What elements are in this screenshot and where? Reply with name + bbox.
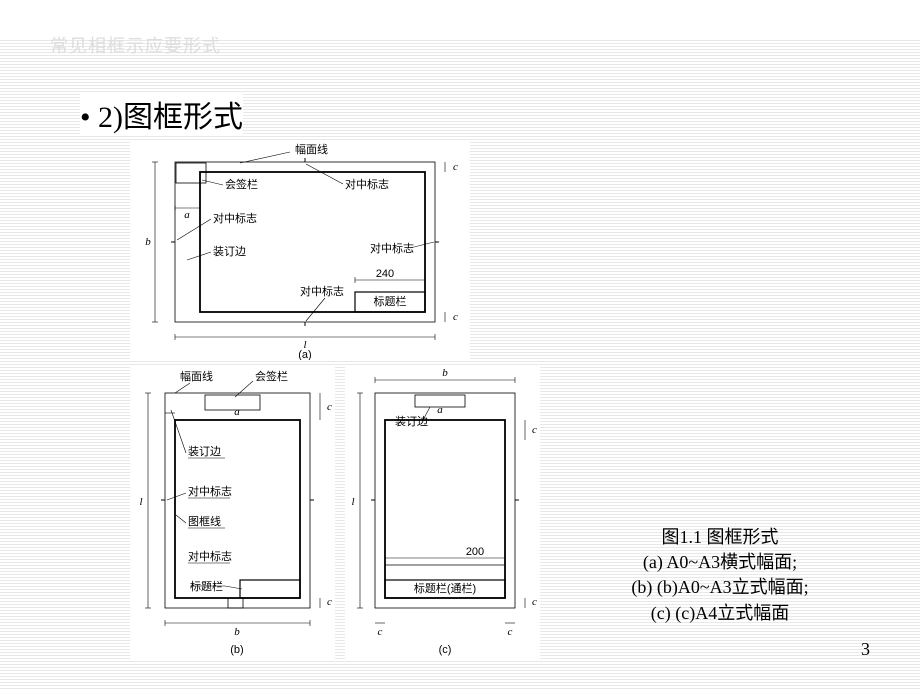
label-fumian-b: 幅面线 (180, 369, 213, 383)
header-faint: 常见相框示应要形式 (50, 32, 221, 58)
label-tukuang-b: 图框线 (188, 514, 221, 528)
label-duizhong-b1: 对中标志 (188, 484, 232, 498)
label-200-c: 200 (466, 546, 484, 558)
dim-c-a2: c (453, 311, 458, 323)
diagram-panel-c: 装订边 200 标题栏(通栏) l b c c a c c (c) (345, 365, 540, 660)
label-duizhong-a2: 对中标志 (213, 211, 257, 225)
dim-b-b: b (234, 626, 240, 638)
caption-line3: (b) (b)A0~A3立式幅面; (580, 575, 860, 600)
dim-c-c3: c (378, 626, 383, 638)
bullet-title: 2)图框形式 (80, 92, 243, 136)
dim-c-c4: c (508, 626, 513, 638)
label-240-a: 240 (376, 268, 394, 280)
panel-label-b: (b) (230, 644, 243, 656)
label-huiqian-b: 会签栏 (255, 369, 288, 383)
caption-line4: (c) (c)A4立式幅面 (580, 601, 860, 626)
label-biaoti-a: 标题栏 (374, 294, 407, 308)
dim-l-b: l (139, 496, 142, 508)
dim-a-c: a (437, 404, 443, 416)
label-duizhong-a4: 对中标志 (300, 284, 344, 298)
dim-c-b2: c (327, 596, 332, 608)
panel-label-a: (a) (298, 349, 311, 360)
panel-label-c: (c) (439, 644, 452, 656)
label-biaoti-c: 标题栏(通栏) (414, 581, 476, 595)
dim-c-c1: c (532, 424, 537, 436)
label-duizhong-a3: 对中标志 (370, 241, 414, 255)
page-number: 3 (861, 639, 870, 660)
label-huiqian-a: 会签栏 (225, 177, 258, 191)
label-fumian-a: 幅面线 (295, 142, 328, 156)
dim-c-a1: c (453, 161, 458, 173)
dim-a-a: a (184, 209, 190, 221)
label-duizhong-b2: 对中标志 (188, 549, 232, 563)
label-zhuangding-b: 装订边 (188, 445, 221, 458)
label-duizhong-a1: 对中标志 (345, 177, 389, 191)
dim-b-a: b (145, 236, 151, 248)
label-zhuangding-c: 装订边 (395, 415, 428, 428)
label-zhuangding-a: 装订边 (213, 245, 246, 258)
dim-c-b1: c (327, 401, 332, 413)
diagram-panel-a: 标题栏 幅面线 会签栏 对中标志 对中标志 装订边 对中标志 对中标志 240 … (130, 140, 470, 360)
figure-caption: 图1.1 图框形式 (a) A0~A3横式幅面; (b) (b)A0~A3立式幅… (580, 525, 860, 626)
caption-line2: (a) A0~A3横式幅面; (580, 550, 860, 575)
dim-a-b: a (234, 406, 240, 418)
diagram-panel-b: 幅面线 会签栏 装订边 对中标志 图框线 对中标志 标题栏 l b c c a … (130, 365, 335, 660)
caption-line1: 图1.1 图框形式 (580, 525, 860, 550)
dim-l-c: l (351, 496, 354, 508)
dim-c-c2: c (532, 596, 537, 608)
dim-b-c: b (442, 367, 448, 379)
